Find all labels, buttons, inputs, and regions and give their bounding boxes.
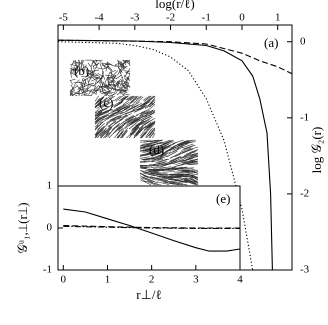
x-tick-label: 1 xyxy=(275,12,281,24)
annotation: (a) xyxy=(264,35,278,50)
x-tick-label: 0 xyxy=(61,274,67,286)
x-tick-label: 1 xyxy=(105,274,111,286)
x-tick-label: -2 xyxy=(166,12,175,24)
x-tick-label: -5 xyxy=(59,12,69,24)
y-tick-label: -1 xyxy=(43,264,52,276)
x-tick-label: -1 xyxy=(202,12,211,24)
x-tick-label: 3 xyxy=(193,274,199,286)
x-axis-label: log(r/ℓ) xyxy=(155,0,194,11)
x-axis-label: r⊥/ℓ xyxy=(136,287,162,302)
y-tick-label: 0 xyxy=(47,222,53,234)
x-tick-label: -4 xyxy=(94,12,104,24)
y-tick-label: 1 xyxy=(47,180,53,192)
y-tick-label: -1 xyxy=(300,111,309,123)
x-tick-label: -3 xyxy=(130,12,140,24)
y-axis-label: 𝒢ᵘ₁,⊥(r⊥) xyxy=(15,202,30,253)
x-tick-label: 0 xyxy=(239,12,245,24)
y-tick-label: -3 xyxy=(300,264,310,276)
y-axis-label: log 𝒢₂(r) xyxy=(309,127,324,174)
annotation: (e) xyxy=(216,191,230,206)
panel-label: (b) xyxy=(74,63,89,78)
panel-label: (c) xyxy=(99,95,113,110)
panel-label: (d) xyxy=(149,142,164,157)
x-tick-label: 4 xyxy=(237,274,243,286)
y-tick-label: -2 xyxy=(300,187,309,199)
x-tick-label: 2 xyxy=(149,274,155,286)
y-tick-label: 0 xyxy=(300,35,306,47)
